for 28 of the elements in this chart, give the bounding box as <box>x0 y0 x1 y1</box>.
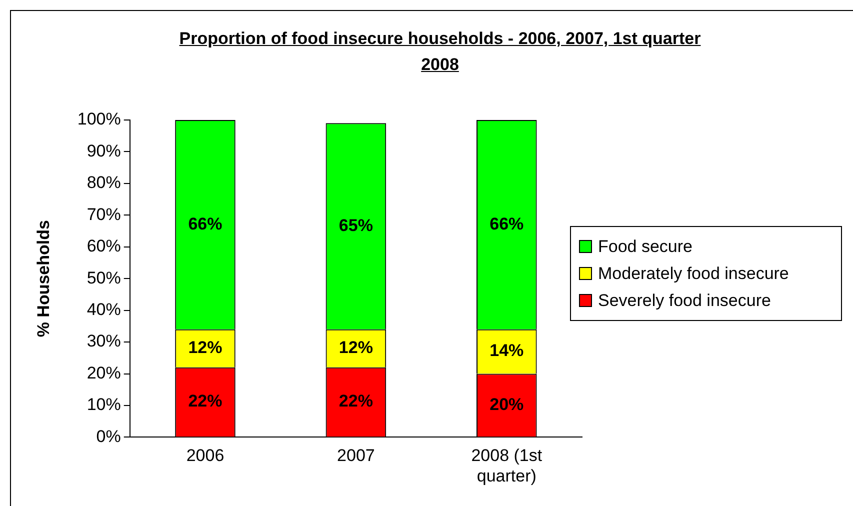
y-tick-label: 40% <box>86 300 121 320</box>
legend-label: Food secure <box>598 236 692 258</box>
x-tick-label: 2008 (1st quarter) <box>471 446 542 486</box>
legend-label: Moderately food insecure <box>598 263 789 285</box>
data-label: 12% <box>188 338 222 358</box>
y-tick-label: 0% <box>96 426 121 446</box>
y-axis-title: % Households <box>34 220 53 338</box>
x-tick-label: 2006 <box>186 446 224 466</box>
chart-title: Proportion of food insecure households - 2006, 2007, 1st quarter 2008 <box>178 28 702 76</box>
data-label: 22% <box>188 392 222 411</box>
data-label: 66% <box>490 214 524 234</box>
data-label: 20% <box>490 394 524 414</box>
y-tick-label: 70% <box>86 204 121 224</box>
y-tick-label: 10% <box>86 395 121 414</box>
data-label: 22% <box>338 392 373 411</box>
x-tick-label: 2007 <box>337 446 375 466</box>
y-tick-label: 60% <box>86 236 121 256</box>
y-tick-label: 20% <box>86 363 121 382</box>
data-label: 14% <box>490 341 524 360</box>
y-tick-label: 100% <box>77 110 121 129</box>
legend-label: Severely food insecure <box>598 290 771 312</box>
y-tick-label: 90% <box>86 141 121 160</box>
data-label: 66% <box>188 214 222 234</box>
y-tick-label: 50% <box>86 268 121 288</box>
y-tick-label: 80% <box>86 173 121 192</box>
data-label: 65% <box>338 216 373 235</box>
data-label: 12% <box>338 338 373 358</box>
y-tick-label: 30% <box>86 332 121 351</box>
